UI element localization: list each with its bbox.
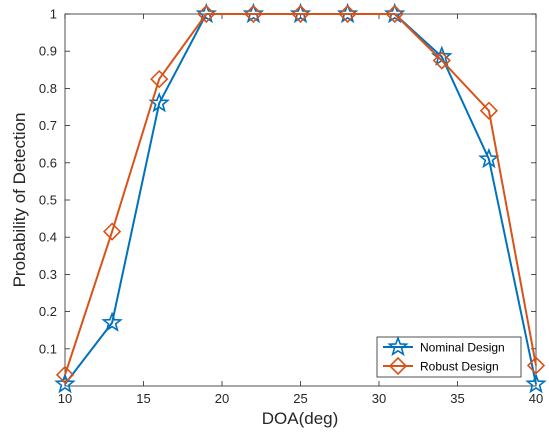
diamond-marker — [55, 365, 75, 384]
y-tick-label: 0.5 — [39, 193, 57, 208]
y-axis-ticks: 0.1 0.2 0.3 0.4 0.5 0.6 0.7 0.8 0.9 1 — [39, 7, 536, 356]
legend-items: Nominal Design Robust Design — [383, 335, 505, 376]
x-tick-label: 10 — [58, 391, 72, 406]
x-tick-label: 25 — [293, 391, 307, 406]
diamond-marker — [432, 51, 451, 70]
diamond-marker — [291, 4, 310, 24]
y-tick-label: 0.6 — [39, 155, 57, 170]
x-tick-label: 15 — [136, 391, 150, 406]
legend-star-marker — [387, 335, 409, 357]
y-tick-label: 0.7 — [39, 118, 57, 133]
x-tick-label: 40 — [529, 391, 543, 406]
star-marker — [195, 2, 218, 24]
diamond-marker — [102, 222, 122, 241]
diamond-marker — [338, 4, 357, 24]
diamond-marker — [197, 4, 216, 24]
star-marker — [383, 2, 406, 24]
y-tick-label: 0.3 — [39, 267, 57, 282]
y-tick-label: 1 — [50, 7, 57, 22]
series-robust-design — [55, 4, 546, 384]
y-tick-label: 0.9 — [39, 44, 57, 59]
star-marker — [525, 372, 547, 394]
series-line — [64, 13, 537, 376]
diamond-marker — [526, 356, 546, 375]
x-axis-label: DOA(deg) — [262, 409, 339, 428]
star-marker — [101, 311, 123, 332]
star-marker — [54, 372, 76, 394]
y-tick-label: 0.2 — [39, 304, 57, 319]
star-marker — [289, 2, 312, 24]
y-axis-label: Probability of Detection — [10, 113, 29, 288]
legend: Nominal Design Robust Design — [376, 335, 522, 378]
diamond-marker — [479, 101, 499, 120]
y-tick-label: 0.1 — [39, 341, 57, 356]
diamond-marker — [385, 4, 404, 24]
legend-diamond-marker — [388, 356, 408, 376]
y-tick-label: 0.8 — [39, 81, 57, 96]
series-layer — [54, 2, 547, 394]
star-marker — [478, 147, 500, 169]
x-tick-label: 30 — [372, 391, 386, 406]
star-marker — [336, 2, 359, 24]
legend-label: Robust Design — [420, 360, 499, 374]
plot-area — [64, 13, 537, 387]
star-marker — [242, 2, 265, 24]
legend-label: Nominal Design — [420, 341, 505, 355]
y-tick-label: 0.4 — [39, 230, 57, 245]
x-axis-ticks: 10 15 20 25 30 35 40 — [58, 14, 543, 406]
x-tick-label: 20 — [215, 391, 229, 406]
x-tick-label: 35 — [450, 391, 464, 406]
diamond-marker — [244, 4, 263, 24]
diamond-marker — [150, 69, 169, 89]
